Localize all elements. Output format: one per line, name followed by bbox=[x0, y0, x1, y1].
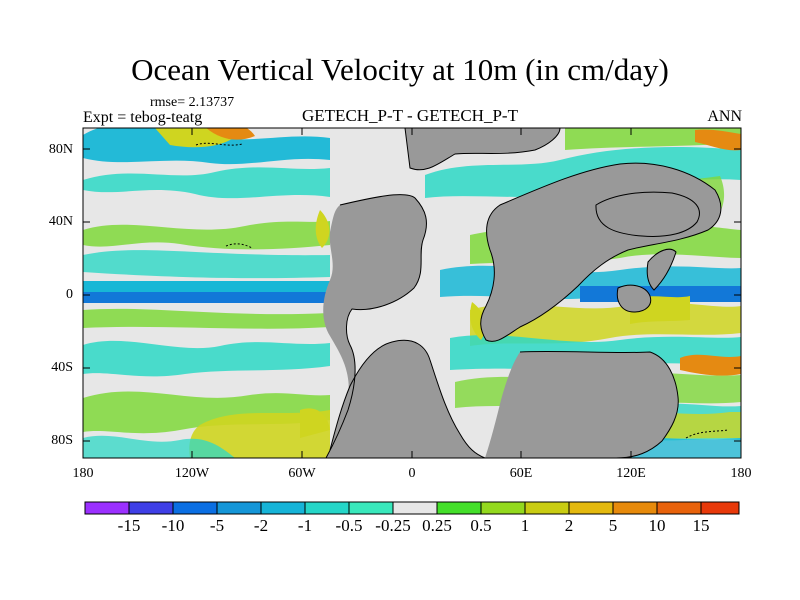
lon-label-180-right: 180 bbox=[730, 466, 752, 481]
lon-label-60e: 60E bbox=[509, 466, 533, 481]
experiment-label: Expt = tebog-teatg bbox=[83, 109, 203, 126]
colorbar-label-neg2: -2 bbox=[253, 516, 269, 535]
land-central-continent bbox=[330, 340, 485, 458]
lat-label-40n: 40N bbox=[48, 214, 73, 229]
colorbar-label-neg10: -10 bbox=[161, 516, 185, 535]
figure-title: Ocean Vertical Velocity at 10m (in cm/da… bbox=[131, 52, 669, 87]
lat-label-80n: 80N bbox=[48, 142, 73, 157]
rmse-label: rmse= 2.13737 bbox=[150, 95, 235, 110]
land-inland-sea-island bbox=[595, 192, 700, 237]
lon-label-0: 0 bbox=[408, 466, 416, 481]
period-label: ANN bbox=[707, 108, 742, 125]
lon-label-120e: 120E bbox=[616, 466, 646, 481]
colorbar-label-neg025: -0.25 bbox=[375, 516, 411, 535]
land-archipelago-small bbox=[647, 249, 676, 290]
colorbar-bin-8 bbox=[393, 502, 437, 514]
land-southern-continent bbox=[485, 351, 679, 458]
colorbar-label-pos05: 0.5 bbox=[470, 516, 492, 535]
comparison-label: GETECH_P-T - GETECH_P-T bbox=[302, 106, 518, 125]
land-archipelago-east bbox=[617, 285, 651, 312]
colorbar-bin-14 bbox=[657, 502, 701, 514]
map-ticks bbox=[82, 128, 742, 458]
lon-label-180-left: 180 bbox=[72, 466, 94, 481]
colorbar-label-pos5: 5 bbox=[608, 516, 618, 535]
colorbar-label-pos15: 15 bbox=[692, 516, 710, 535]
colorbar-bin-6 bbox=[305, 502, 349, 514]
colorbar-label-pos10: 10 bbox=[648, 516, 666, 535]
colorbar-bin-3 bbox=[173, 502, 217, 514]
colorbar-label-pos025: 0.25 bbox=[422, 516, 452, 535]
colorbar-bin-10 bbox=[481, 502, 525, 514]
land-polar-band bbox=[405, 128, 560, 170]
coastlines bbox=[195, 128, 729, 458]
landmasses bbox=[323, 128, 721, 458]
colorbar-label-pos1: 1 bbox=[520, 516, 530, 535]
colorbar-bin-9 bbox=[437, 502, 481, 514]
colorbar-bin-1 bbox=[85, 502, 129, 514]
colorbar-bin-5 bbox=[261, 502, 305, 514]
lat-label-80s: 80S bbox=[51, 433, 73, 448]
colorbar-frame bbox=[84, 501, 740, 515]
colorbar-bin-4 bbox=[217, 502, 261, 514]
colorbar-bin-11 bbox=[525, 502, 569, 514]
colorbar-label-neg05: -0.5 bbox=[335, 516, 363, 535]
colorbar bbox=[84, 501, 740, 515]
lat-label-0: 0 bbox=[66, 287, 73, 302]
colorbar-bin-2 bbox=[129, 502, 173, 514]
colorbar-label-pos2: 2 bbox=[564, 516, 574, 535]
colorbar-bin-7 bbox=[349, 502, 393, 514]
colorbar-bin-12 bbox=[569, 502, 613, 514]
lon-label-60w: 60W bbox=[288, 466, 316, 481]
lon-label-120w: 120W bbox=[174, 466, 210, 481]
colorbar-label-neg1: -1 bbox=[297, 516, 313, 535]
colorbar-bin-13 bbox=[613, 502, 657, 514]
colorbar-label-neg15: -15 bbox=[117, 516, 141, 535]
colorbar-label-neg5: -5 bbox=[209, 516, 225, 535]
lat-label-40s: 40S bbox=[51, 360, 73, 375]
map-plot-area bbox=[83, 128, 741, 458]
colorbar-bin-15 bbox=[701, 502, 739, 514]
